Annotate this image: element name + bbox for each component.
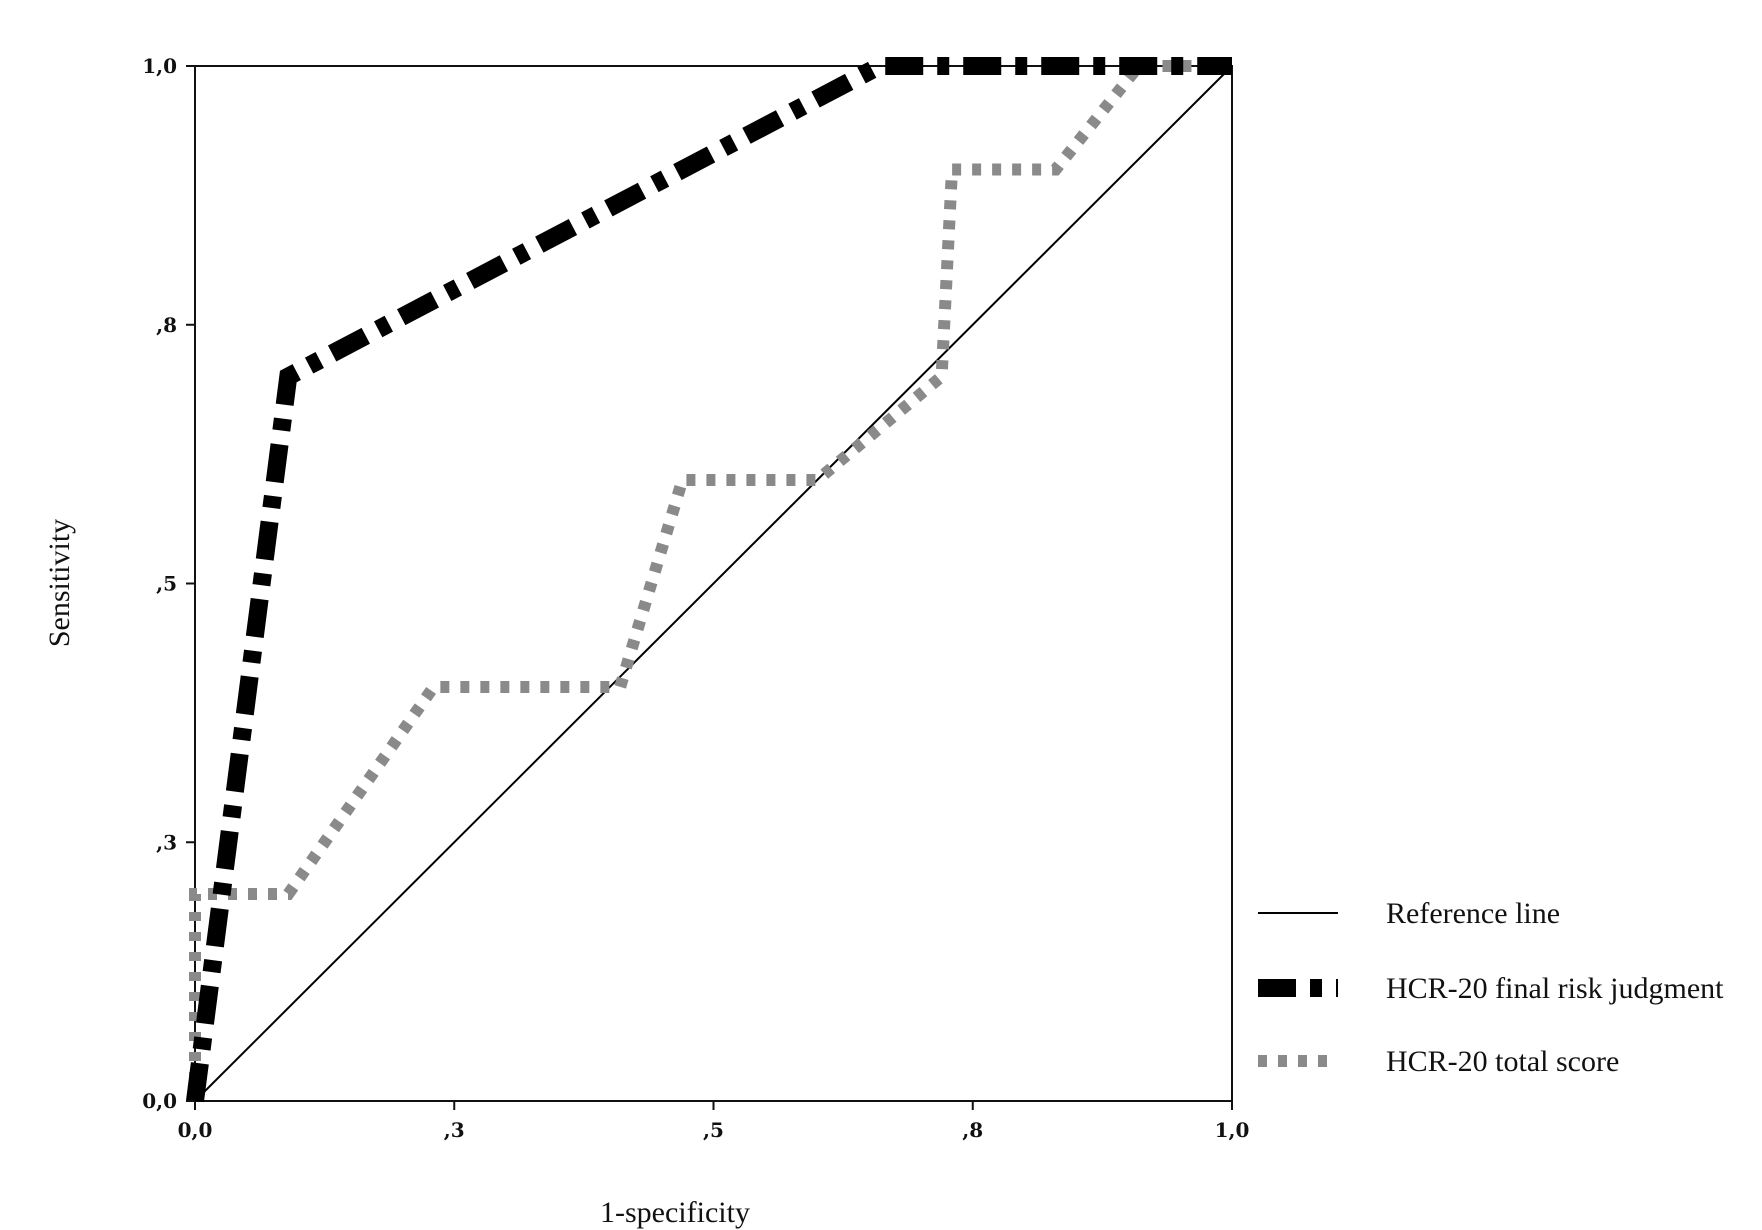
y-tick-label: 1,0: [142, 54, 177, 78]
tick-layer: 0,0 ,3 ,5 ,8 1,0 0,0 ,3 ,5 ,8 1,0: [142, 54, 1249, 1142]
y-tick-label: ,3: [156, 830, 177, 854]
y-tick-label: ,5: [156, 572, 177, 596]
series-line-1: [186, 57, 1232, 1103]
legend: Reference line HCR-20 final risk judgment…: [1258, 897, 1724, 1078]
x-tick-label: 0,0: [178, 1118, 213, 1142]
y-axis-title: Sensitivity: [43, 519, 76, 647]
legend-label: HCR-20 final risk judgment: [1386, 972, 1724, 1005]
legend-label: HCR-20 total score: [1386, 1045, 1619, 1078]
series-line-2: [189, 60, 1232, 1101]
y-tick-label: ,8: [156, 313, 177, 337]
x-axis-title: 1-specificity: [600, 1196, 750, 1229]
x-tick-label: ,8: [962, 1118, 983, 1142]
x-tick-label: ,5: [703, 1118, 724, 1142]
x-tick-label: 1,0: [1215, 1118, 1250, 1142]
y-tick-label: 0,0: [142, 1089, 177, 1113]
series-line-0: [194, 65, 1233, 1102]
legend-label: Reference line: [1386, 897, 1560, 930]
x-tick-label: ,3: [444, 1118, 465, 1142]
series-layer: [186, 57, 1233, 1103]
